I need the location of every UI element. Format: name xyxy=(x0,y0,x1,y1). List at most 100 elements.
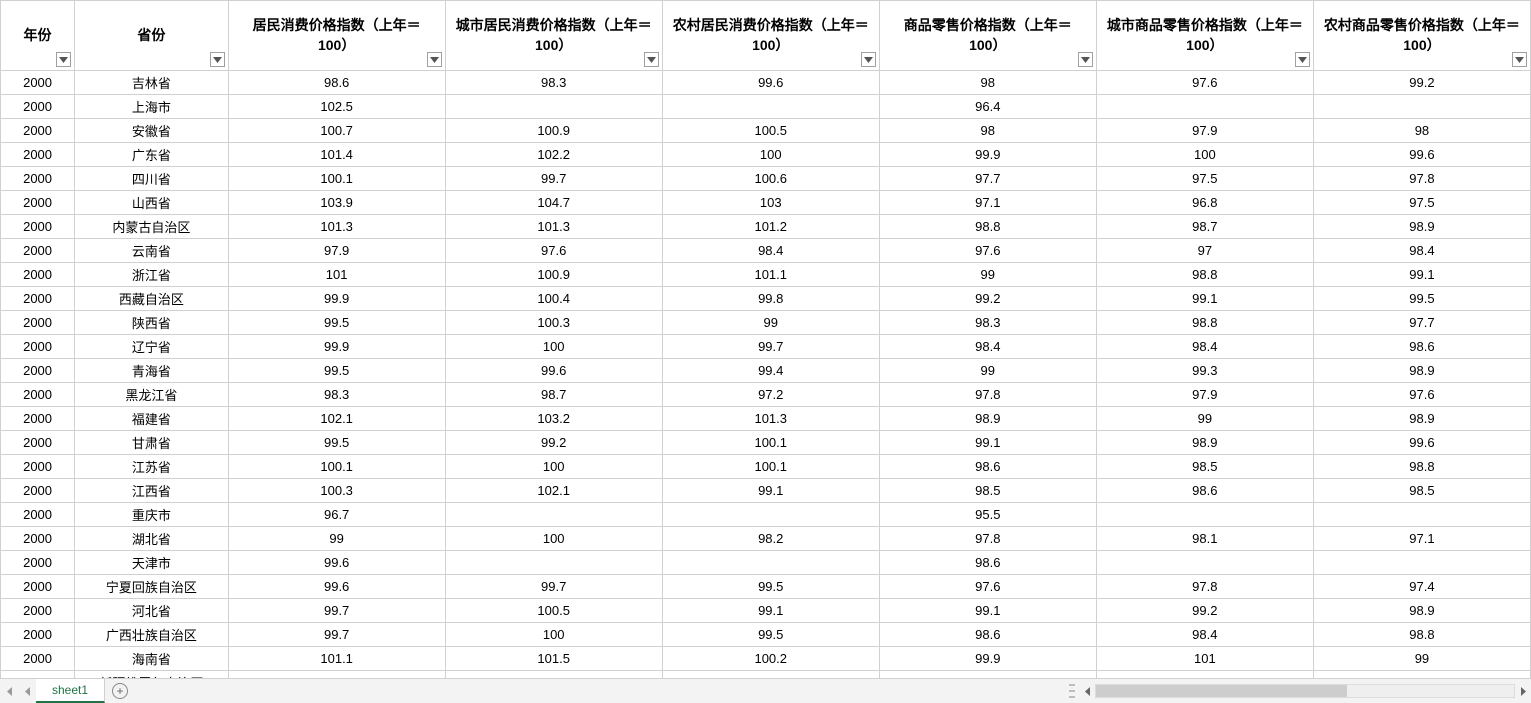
table-row[interactable]: 2000吉林省98.698.399.69897.699.2 xyxy=(1,71,1531,95)
table-cell[interactable]: 2000 xyxy=(1,143,75,167)
table-cell[interactable]: 2000 xyxy=(1,215,75,239)
table-cell[interactable]: 2000 xyxy=(1,359,75,383)
table-cell[interactable]: 2000 xyxy=(1,239,75,263)
table-cell[interactable]: 99.9 xyxy=(228,335,445,359)
table-cell[interactable]: 99.6 xyxy=(445,359,662,383)
table-cell[interactable]: 98.7 xyxy=(445,383,662,407)
table-cell[interactable]: 100.3 xyxy=(445,311,662,335)
table-cell[interactable]: 2000 xyxy=(1,311,75,335)
table-cell[interactable]: 99.2 xyxy=(1313,71,1530,95)
filter-dropdown-icon[interactable] xyxy=(1295,52,1310,67)
table-cell[interactable]: 99.1 xyxy=(879,599,1096,623)
table-cell[interactable]: 98.6 xyxy=(879,551,1096,575)
hscroll-left-arrow[interactable] xyxy=(1079,683,1095,699)
column-header[interactable]: 农村居民消费价格指数（上年＝100） xyxy=(662,1,879,71)
table-cell[interactable]: 98.8 xyxy=(1096,263,1313,287)
table-row[interactable]: 2000福建省102.1103.2101.398.99998.9 xyxy=(1,407,1531,431)
table-cell[interactable] xyxy=(662,551,879,575)
table-cell[interactable]: 98.8 xyxy=(879,215,1096,239)
table-cell[interactable]: 99.5 xyxy=(1313,287,1530,311)
table-cell[interactable]: 100 xyxy=(445,623,662,647)
table-cell[interactable]: 102.2 xyxy=(445,143,662,167)
scroll-split-handle[interactable] xyxy=(1069,684,1075,698)
table-cell[interactable]: 97.7 xyxy=(879,167,1096,191)
hscroll-thumb[interactable] xyxy=(1096,685,1347,697)
table-cell[interactable]: 2000 xyxy=(1,527,75,551)
table-cell[interactable]: 新疆维吾尔自治区 xyxy=(75,671,229,679)
table-cell[interactable]: 97.6 xyxy=(1313,383,1530,407)
table-cell[interactable]: 99.7 xyxy=(445,575,662,599)
table-cell[interactable]: 99.1 xyxy=(662,479,879,503)
hscroll-right-arrow[interactable] xyxy=(1515,683,1531,699)
table-cell[interactable]: 98.5 xyxy=(879,479,1096,503)
table-cell[interactable]: 山西省 xyxy=(75,191,229,215)
table-cell[interactable]: 福建省 xyxy=(75,407,229,431)
tab-nav-prev[interactable] xyxy=(18,679,36,703)
table-cell[interactable] xyxy=(1096,95,1313,119)
table-cell[interactable] xyxy=(662,95,879,119)
table-cell[interactable]: 98.9 xyxy=(1313,599,1530,623)
table-row[interactable]: 2000宁夏回族自治区99.699.799.597.697.897.4 xyxy=(1,575,1531,599)
table-cell[interactable]: 99.1 xyxy=(662,599,879,623)
filter-dropdown-icon[interactable] xyxy=(210,52,225,67)
table-cell[interactable]: 98.7 xyxy=(1096,215,1313,239)
table-row[interactable]: 2000海南省101.1101.5100.299.910199 xyxy=(1,647,1531,671)
table-cell[interactable]: 100.6 xyxy=(662,167,879,191)
table-cell[interactable] xyxy=(1096,503,1313,527)
table-cell[interactable]: 99.3 xyxy=(1096,359,1313,383)
table-cell[interactable]: 101.3 xyxy=(445,215,662,239)
table-row[interactable]: 2000西藏自治区99.9100.499.899.299.199.5 xyxy=(1,287,1531,311)
table-cell[interactable]: 98.6 xyxy=(879,455,1096,479)
table-cell[interactable]: 100 xyxy=(445,335,662,359)
table-cell[interactable]: 西藏自治区 xyxy=(75,287,229,311)
table-cell[interactable]: 99.1 xyxy=(1096,287,1313,311)
table-cell[interactable]: 99.9 xyxy=(879,647,1096,671)
table-cell[interactable]: 内蒙古自治区 xyxy=(75,215,229,239)
table-cell[interactable]: 96.7 xyxy=(228,503,445,527)
table-cell[interactable]: 97.8 xyxy=(1313,167,1530,191)
table-cell[interactable]: 99.5 xyxy=(662,575,879,599)
table-row[interactable]: 2000广西壮族自治区99.710099.598.698.498.8 xyxy=(1,623,1531,647)
column-header[interactable]: 农村商品零售价格指数（上年＝100） xyxy=(1313,1,1530,71)
table-cell[interactable]: 97.9 xyxy=(228,239,445,263)
table-cell[interactable]: 98 xyxy=(879,119,1096,143)
table-cell[interactable]: 陕西省 xyxy=(75,311,229,335)
table-cell[interactable]: 98.3 xyxy=(228,383,445,407)
table-cell[interactable]: 98.6 xyxy=(1313,335,1530,359)
table-cell[interactable]: 99.9 xyxy=(228,287,445,311)
table-cell[interactable]: 广东省 xyxy=(75,143,229,167)
table-row[interactable]: 2000重庆市96.795.5 xyxy=(1,503,1531,527)
table-cell[interactable]: 99.6 xyxy=(228,551,445,575)
table-cell[interactable]: 97.6 xyxy=(879,575,1096,599)
table-cell[interactable]: 2000 xyxy=(1,647,75,671)
table-row[interactable]: 2000辽宁省99.910099.798.498.498.6 xyxy=(1,335,1531,359)
table-cell[interactable]: 97.7 xyxy=(1313,311,1530,335)
table-cell[interactable]: 98.4 xyxy=(879,335,1096,359)
table-cell[interactable]: 宁夏回族自治区 xyxy=(75,575,229,599)
table-cell[interactable]: 2000 xyxy=(1,503,75,527)
table-cell[interactable]: 101 xyxy=(228,263,445,287)
table-cell[interactable]: 99.7 xyxy=(662,335,879,359)
table-cell[interactable]: 99.6 xyxy=(1313,143,1530,167)
table-cell[interactable]: 2000 xyxy=(1,455,75,479)
filter-dropdown-icon[interactable] xyxy=(644,52,659,67)
table-cell[interactable]: 99.6 xyxy=(662,71,879,95)
table-cell[interactable]: 100.1 xyxy=(228,167,445,191)
table-cell[interactable]: 98.9 xyxy=(1313,407,1530,431)
table-cell[interactable]: 100.9 xyxy=(445,263,662,287)
table-cell[interactable] xyxy=(1313,503,1530,527)
table-cell[interactable]: 99 xyxy=(1096,407,1313,431)
table-cell[interactable]: 100.3 xyxy=(228,479,445,503)
table-cell[interactable]: 2000 xyxy=(1,95,75,119)
table-cell[interactable]: 98.4 xyxy=(1096,623,1313,647)
table-row[interactable]: 2000上海市102.596.4 xyxy=(1,95,1531,119)
table-cell[interactable]: 100.1 xyxy=(445,671,662,679)
table-cell[interactable]: 99.7 xyxy=(228,599,445,623)
table-cell[interactable]: 98.4 xyxy=(662,239,879,263)
table-cell[interactable]: 2000 xyxy=(1,431,75,455)
table-cell[interactable]: 99.1 xyxy=(879,431,1096,455)
table-cell[interactable]: 2000 xyxy=(1,167,75,191)
table-cell[interactable]: 103.9 xyxy=(228,191,445,215)
table-cell[interactable]: 98.9 xyxy=(1313,215,1530,239)
table-cell[interactable]: 98.6 xyxy=(1096,479,1313,503)
